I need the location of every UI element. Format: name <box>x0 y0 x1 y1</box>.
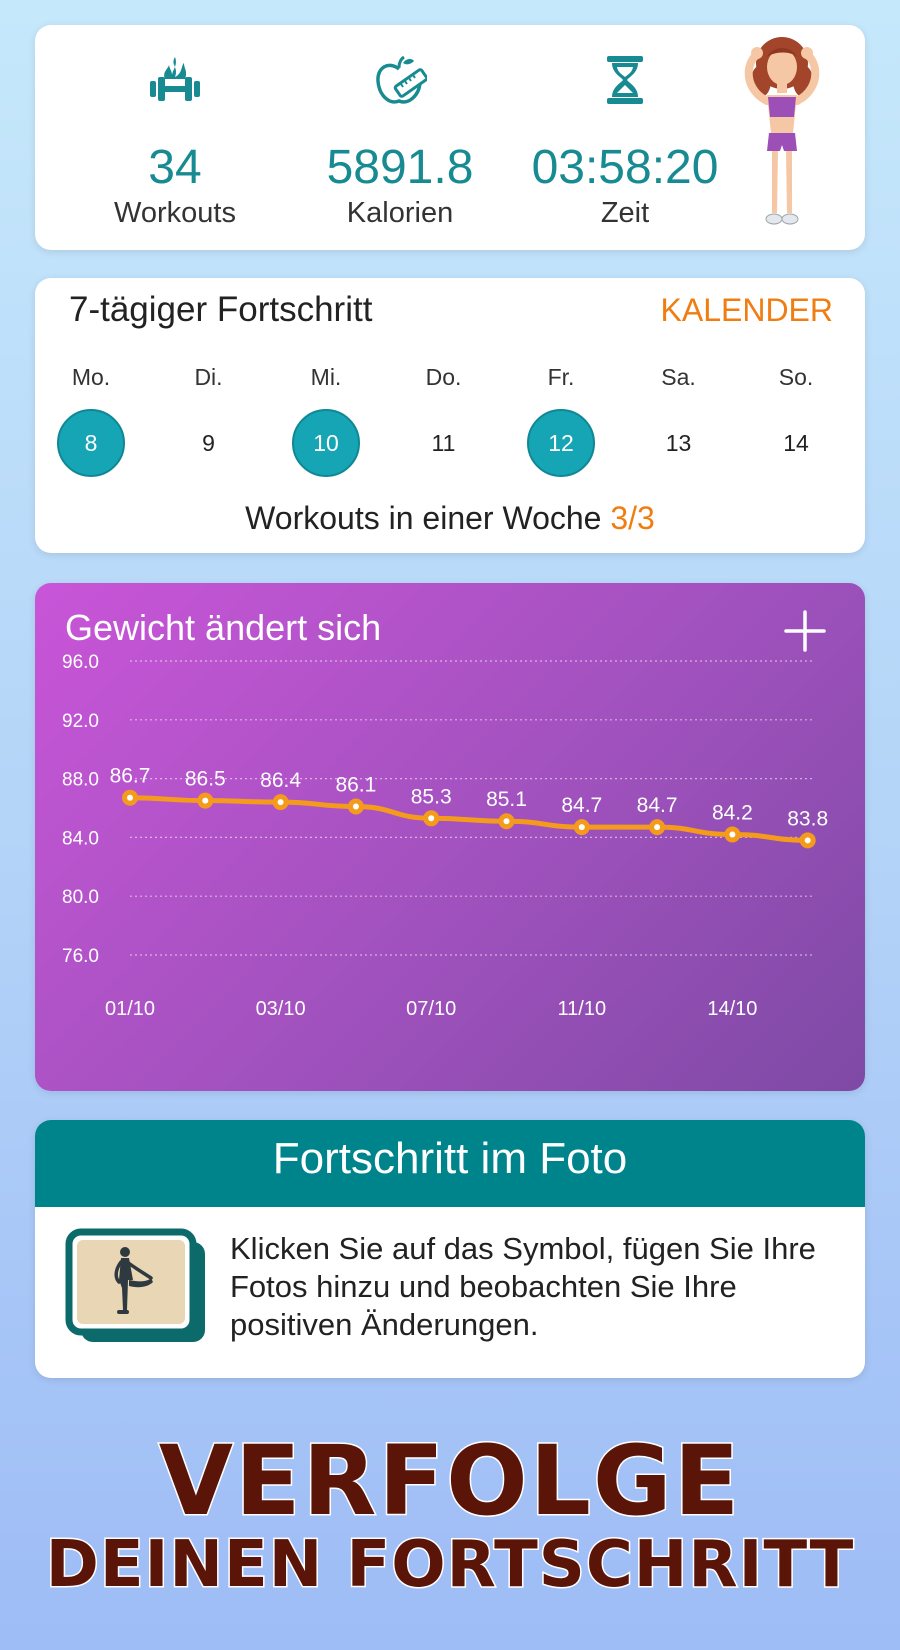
day-name: Mo. <box>71 364 111 390</box>
weekly-progress-card: 7-tägiger Fortschritt KALENDER Mo. 8 Di. 9 M… <box>35 278 865 553</box>
weight-data-label: 84.7 <box>637 794 678 817</box>
day-date-completed: 12 <box>527 409 595 477</box>
y-tick-label: 88.0 <box>62 770 99 791</box>
x-tick-label: 03/10 <box>256 998 306 1020</box>
y-tick-label: 96.0 <box>62 652 99 673</box>
promo-headline-line2: DEINEN FORTSCHRITT <box>44 1527 855 1604</box>
y-tick-label: 76.0 <box>62 946 99 967</box>
y-tick-label: 80.0 <box>62 887 99 908</box>
photo-progress-card: Fortschritt im Foto Klicken Sie auf das … <box>35 1120 865 1378</box>
weight-data-point-center <box>804 837 811 844</box>
calendar-button[interactable]: KALENDER <box>660 292 834 328</box>
weight-data-label: 86.1 <box>335 774 376 797</box>
y-tick-label: 84.0 <box>62 828 99 849</box>
day-date: 11 <box>431 430 456 456</box>
weekly-workouts-count: 3/3 <box>610 500 655 536</box>
photo-progress-header: Fortschritt im Foto <box>35 1120 865 1207</box>
day-name: Sa. <box>661 364 696 390</box>
x-tick-label: 11/10 <box>558 998 607 1020</box>
weight-data-label: 83.8 <box>787 807 828 830</box>
calories-label: Kalorien <box>346 197 454 229</box>
x-tick-label: 07/10 <box>406 998 456 1020</box>
weight-series-line <box>127 795 811 843</box>
weight-data-point-center <box>578 824 585 831</box>
day-name: Di. <box>194 364 223 390</box>
y-tick-label: 92.0 <box>62 711 99 732</box>
workouts-value: 34 <box>148 141 202 194</box>
dumbbell-fire-icon <box>150 57 200 101</box>
plus-icon <box>784 610 826 652</box>
x-tick-label: 01/10 <box>105 998 155 1020</box>
photo-progress-title: Fortschritt im Foto <box>272 1134 628 1183</box>
hourglass-icon <box>607 56 643 104</box>
x-tick-label: 14/10 <box>707 998 757 1020</box>
weekly-workouts-text: Workouts in einer Woche <box>245 500 611 536</box>
weight-data-label: 85.3 <box>411 785 452 808</box>
weight-data-label: 84.2 <box>712 801 753 824</box>
weight-chart-card: 96.0 92.0 88.0 84.0 80.0 76.0 01/10 03/10 07/10 1… <box>35 583 865 1091</box>
weight-data-label: 84.7 <box>561 794 602 817</box>
weight-data-point-center <box>428 815 435 822</box>
add-weight-button[interactable] <box>783 609 827 653</box>
apple-tape-icon <box>376 55 427 104</box>
photo-progress-text: Klicken Sie auf das Symbol, fügen Sie Ih… <box>230 1231 816 1342</box>
day-date: 9 <box>202 430 215 456</box>
weight-data-label: 86.4 <box>260 769 301 792</box>
day-date-completed: 8 <box>57 409 125 477</box>
day-date: 14 <box>783 430 809 456</box>
weight-data-label: 85.1 <box>486 788 527 811</box>
fitness-girl-illustration <box>744 37 820 225</box>
day-date: 13 <box>665 430 692 456</box>
day-name: Fr. <box>547 364 575 390</box>
progress-title: 7-tägiger Fortschritt <box>69 290 373 329</box>
weight-data-label: 86.5 <box>185 768 226 791</box>
weight-data-point-center <box>654 824 661 831</box>
weight-data-point-center <box>277 799 284 806</box>
weight-data-point-center <box>729 831 736 838</box>
workouts-label: Workouts <box>114 197 236 229</box>
day-name: Mi. <box>310 364 342 390</box>
day-name: So. <box>778 364 814 390</box>
weekly-workouts-summary: Workouts in einer Woche 3/3 <box>35 500 865 537</box>
weight-chart-title: Gewicht ändert sich <box>65 607 382 648</box>
stats-card: 34 Workouts 5891.8 Kalorien 03:58:20 Zei… <box>35 25 865 250</box>
weight-data-point-center <box>202 797 209 804</box>
weight-data-point-center <box>127 794 133 801</box>
photo-stack-icon[interactable] <box>65 1228 209 1348</box>
weight-data-point-center <box>352 803 359 810</box>
weight-data-label: 86.7 <box>110 765 151 788</box>
weight-line-chart: 96.0 92.0 88.0 84.0 80.0 76.0 01/10 03/10 07/10 1… <box>62 652 828 1020</box>
weight-data-point-center <box>503 818 510 825</box>
time-value: 03:58:20 <box>531 141 719 194</box>
time-label: Zeit <box>600 197 650 229</box>
day-date-completed: 10 <box>292 409 360 477</box>
day-name: Do. <box>425 364 462 390</box>
calories-value: 5891.8 <box>326 141 474 194</box>
promo-headline-line1: VERFOLGE <box>157 1424 742 1539</box>
